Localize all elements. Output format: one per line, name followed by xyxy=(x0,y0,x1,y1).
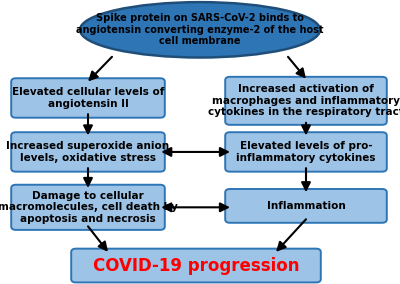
FancyBboxPatch shape xyxy=(11,185,165,230)
FancyBboxPatch shape xyxy=(225,77,387,125)
Text: Increased activation of
macrophages and inflammatory
cytokines in the respirator: Increased activation of macrophages and … xyxy=(208,84,400,117)
FancyBboxPatch shape xyxy=(225,189,387,223)
Text: Inflammation: Inflammation xyxy=(267,201,345,211)
Text: Elevated levels of pro-
inflammatory cytokines: Elevated levels of pro- inflammatory cyt… xyxy=(236,141,376,163)
Text: Increased superoxide anion
levels, oxidative stress: Increased superoxide anion levels, oxida… xyxy=(6,141,170,163)
Ellipse shape xyxy=(80,2,320,57)
Text: Spike protein on SARS-CoV-2 binds to
angiotensin converting enzyme-2 of the host: Spike protein on SARS-CoV-2 binds to ang… xyxy=(76,13,324,46)
FancyBboxPatch shape xyxy=(11,78,165,118)
Text: COVID-19 progression: COVID-19 progression xyxy=(93,256,299,275)
FancyBboxPatch shape xyxy=(11,132,165,172)
FancyBboxPatch shape xyxy=(225,132,387,172)
Text: Elevated cellular levels of
angiotensin II: Elevated cellular levels of angiotensin … xyxy=(12,87,164,109)
Text: Damage to cellular
macromolecules, cell death by
apoptosis and necrosis: Damage to cellular macromolecules, cell … xyxy=(0,191,178,224)
FancyBboxPatch shape xyxy=(71,249,321,282)
